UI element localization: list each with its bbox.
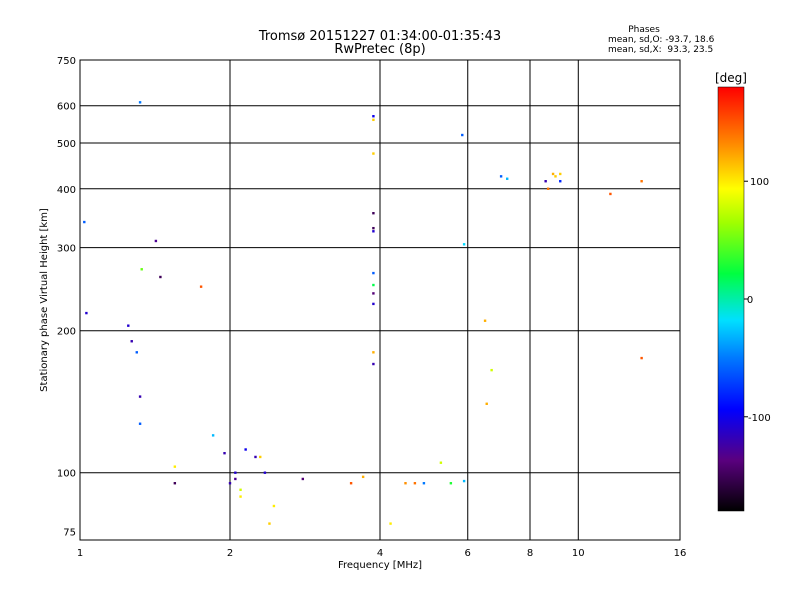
- data-point: [490, 368, 493, 372]
- data-point: [544, 180, 547, 183]
- data-point: [372, 351, 375, 354]
- data-point: [234, 477, 237, 481]
- data-point: [372, 118, 375, 122]
- data-point: [135, 351, 138, 354]
- info-line-x: mean, sd,X: 93.3, 23.5: [608, 45, 713, 55]
- plot-frame: [79, 59, 681, 541]
- data-point: [461, 133, 464, 137]
- data-point: [85, 311, 88, 315]
- data-point: [301, 477, 305, 481]
- data-point: [138, 422, 142, 425]
- x-axis-label: Frequency [MHz]: [338, 560, 422, 571]
- data-point: [485, 402, 488, 405]
- data-point: [199, 285, 203, 288]
- data-point: [244, 448, 247, 451]
- data-point: [404, 482, 407, 485]
- data-point: [439, 461, 443, 464]
- data-point: [372, 362, 375, 366]
- data-point: [449, 482, 453, 485]
- data-point: [389, 522, 392, 525]
- colorbar-tick-label: -100: [748, 413, 771, 424]
- data-point: [130, 340, 133, 343]
- data-point: [640, 180, 643, 183]
- data-point: [554, 175, 557, 178]
- y-tick-label: 300: [57, 244, 76, 255]
- data-point: [372, 212, 375, 215]
- data-point: [239, 495, 242, 498]
- data-point: [372, 230, 375, 233]
- data-point: [462, 479, 466, 483]
- data-point: [272, 504, 276, 508]
- chart-title: Tromsø 20151227 01:34:00-01:35:43: [258, 29, 501, 44]
- colorbar-tick-label: 0: [747, 295, 753, 306]
- info-heading: Phases: [628, 25, 660, 35]
- data-point: [483, 319, 487, 322]
- data-point: [127, 324, 130, 327]
- data-point: [499, 175, 503, 178]
- data-point: [559, 172, 562, 176]
- data-point: [239, 488, 242, 491]
- data-point: [372, 226, 375, 230]
- y-tick-label: 200: [57, 327, 76, 338]
- data-point: [349, 482, 353, 485]
- data-point: [372, 271, 375, 275]
- data-point: [546, 187, 550, 190]
- chart-subtitle: RwPretec (8p): [334, 42, 425, 57]
- colorbar-tick-label: 100: [750, 177, 769, 188]
- y-tick-label: 750: [57, 56, 76, 67]
- data-point: [140, 268, 143, 271]
- plot-grid: [80, 60, 680, 540]
- data-point: [234, 471, 237, 474]
- data-point: [254, 455, 257, 459]
- data-point: [505, 177, 509, 180]
- data-point: [159, 275, 162, 279]
- data-points: [83, 101, 643, 525]
- y-tick-label: 500: [57, 139, 76, 150]
- data-point: [551, 172, 555, 176]
- x-tick-label: 6: [465, 548, 471, 559]
- colorbar: [717, 86, 745, 512]
- data-point: [462, 243, 466, 246]
- colorbar-ticks: 100 0 -100: [744, 177, 771, 424]
- y-axis-label: Stationary phase Virtual Height [km]: [39, 208, 50, 392]
- data-point: [372, 152, 375, 155]
- data-point: [640, 356, 643, 360]
- data-point: [609, 192, 612, 196]
- x-tick-label: 10: [572, 548, 585, 559]
- y-tick-label: 400: [57, 185, 76, 196]
- x-tick-label: 2: [227, 548, 233, 559]
- data-point: [211, 434, 215, 437]
- data-point: [138, 101, 142, 104]
- data-point: [138, 395, 142, 398]
- data-point: [228, 482, 232, 485]
- data-point: [559, 180, 562, 183]
- data-point: [372, 292, 375, 295]
- data-point: [154, 239, 158, 243]
- x-axis-ticks: 1 2 4 6 8 10 16: [77, 548, 687, 559]
- data-point: [413, 482, 417, 485]
- y-tick-label: 75: [63, 528, 76, 539]
- data-point: [422, 482, 426, 485]
- data-point: [263, 471, 267, 474]
- data-point: [173, 465, 177, 468]
- data-point: [361, 475, 365, 479]
- y-tick-label: 100: [57, 469, 76, 480]
- data-point: [259, 455, 262, 459]
- x-tick-label: 8: [527, 548, 533, 559]
- data-point: [268, 522, 271, 525]
- x-tick-label: 1: [77, 548, 83, 559]
- data-point: [83, 220, 86, 224]
- x-tick-label: 16: [674, 548, 687, 559]
- data-point: [173, 482, 177, 485]
- data-point: [372, 302, 375, 306]
- data-point: [223, 451, 226, 455]
- x-tick-label: 4: [377, 548, 383, 559]
- info-line-o: mean, sd,O: -93.7, 18.6: [608, 35, 715, 45]
- data-point: [372, 283, 375, 287]
- y-tick-label: 600: [57, 102, 76, 113]
- data-point: [372, 115, 375, 118]
- colorbar-label: [deg]: [715, 71, 747, 85]
- y-axis-ticks: 75 100 200 300 400 500 600 750: [57, 56, 76, 539]
